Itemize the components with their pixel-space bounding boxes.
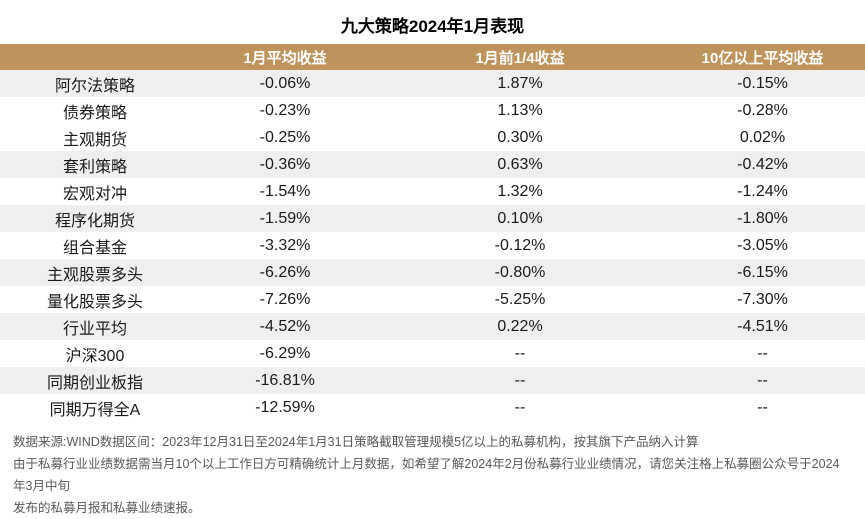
value-cell: 0.63% xyxy=(380,151,660,178)
table-row: 沪深300 -6.29% -- -- xyxy=(0,340,865,367)
value-cell: 0.22% xyxy=(380,313,660,340)
value-cell: -- xyxy=(757,344,768,362)
value-cell: -0.80% xyxy=(380,259,660,286)
strategy-name-cell: 行业平均 xyxy=(0,313,190,340)
value-cell: -- xyxy=(380,367,660,394)
value-cell: -1.24% xyxy=(737,182,788,200)
footnote: 数据来源:WIND数据区间：2023年12月31日至2024年1月31日策略截取… xyxy=(0,421,865,519)
value-cell: -0.15% xyxy=(660,70,865,97)
strategy-name-cell: 套利策略 xyxy=(0,151,190,178)
strategy-name-cell: 同期万得全A xyxy=(49,401,141,419)
table-body: 阿尔法策略 -0.06% 1.87% -0.15% 债券策略 -0.23% 1.13% -0.… xyxy=(0,70,865,421)
value-cell: -12.59% xyxy=(255,398,315,416)
strategy-name-cell: 同期创业板指 xyxy=(0,367,190,394)
value-cell: -6.15% xyxy=(660,259,865,286)
value-cell: -- xyxy=(660,367,865,394)
value-cell: -- xyxy=(757,398,768,416)
value-cell: -7.26% xyxy=(259,290,311,308)
strategy-name-cell: 程序化期货 xyxy=(0,205,190,232)
value-cell: 0.02% xyxy=(739,128,786,146)
table-row: 债券策略 -0.23% 1.13% -0.28% xyxy=(0,97,865,124)
table-row: 同期万得全A -12.59% -- -- xyxy=(0,394,865,421)
value-cell: -3.32% xyxy=(259,236,311,254)
table-row: 套利策略 -0.36% 0.63% -0.42% xyxy=(0,151,865,178)
footnote-line-3: 发布的私募月报和私募业绩速报。 xyxy=(13,501,201,515)
table-row: 主观期货 -0.25% 0.30% 0.02% xyxy=(0,124,865,151)
strategy-name-cell: 阿尔法策略 xyxy=(0,70,190,97)
value-cell: -5.25% xyxy=(494,290,546,308)
strategy-name-cell: 主观期货 xyxy=(62,131,127,149)
value-cell: -- xyxy=(514,344,526,362)
column-header-strategy xyxy=(0,44,190,70)
strategy-name-cell: 量化股票多头 xyxy=(46,293,143,311)
value-cell: -4.52% xyxy=(190,313,380,340)
value-cell: 0.10% xyxy=(380,205,660,232)
value-cell: -16.81% xyxy=(190,367,380,394)
table-row: 行业平均 -4.52% 0.22% -4.51% xyxy=(0,313,865,340)
column-header-jan-avg-return: 1月平均收益 xyxy=(190,44,380,70)
value-cell: -0.25% xyxy=(259,128,311,146)
value-cell: -1.80% xyxy=(660,205,865,232)
table-row: 程序化期货 -1.59% 0.10% -1.80% xyxy=(0,205,865,232)
strategy-name-cell: 主观股票多头 xyxy=(0,259,190,286)
strategy-name-cell: 宏观对冲 xyxy=(62,185,127,203)
strategy-name-cell: 沪深300 xyxy=(65,347,125,365)
value-cell: -7.30% xyxy=(737,290,788,308)
table-header: 1月平均收益 1月前1/4收益 10亿以上平均收益 xyxy=(0,44,865,70)
value-cell: -3.05% xyxy=(737,236,788,254)
column-header-jan-top-quartile-return: 1月前1/4收益 xyxy=(380,44,660,70)
value-cell: -1.59% xyxy=(190,205,380,232)
table-row: 同期创业板指 -16.81% -- -- xyxy=(0,367,865,394)
table-row: 组合基金 -3.32% -0.12% -3.05% xyxy=(0,232,865,259)
table-row: 主观股票多头 -6.26% -0.80% -6.15% xyxy=(0,259,865,286)
value-cell: -- xyxy=(514,398,526,416)
value-cell: -1.54% xyxy=(259,182,311,200)
page-title: 九大策略2024年1月表现 xyxy=(340,17,525,36)
strategy-name-cell: 组合基金 xyxy=(62,239,127,257)
value-cell: 1.13% xyxy=(497,101,543,119)
value-cell: -0.23% xyxy=(259,101,311,119)
value-cell: -0.12% xyxy=(494,236,546,254)
strategy-performance-table: 1月平均收益 1月前1/4收益 10亿以上平均收益 阿尔法策略 -0.06% 1.8… xyxy=(0,44,865,421)
table-header-row: 1月平均收益 1月前1/4收益 10亿以上平均收益 xyxy=(0,44,865,70)
value-cell: -0.36% xyxy=(190,151,380,178)
footnote-line-1: 数据来源:WIND数据区间：2023年12月31日至2024年1月31日策略截取… xyxy=(13,435,699,449)
strategy-name-cell: 债券策略 xyxy=(62,104,127,122)
value-cell: -6.29% xyxy=(259,344,311,362)
column-header-over-1b-avg-return: 10亿以上平均收益 xyxy=(660,44,865,70)
table-row: 宏观对冲 -1.54% 1.32% -1.24% xyxy=(0,178,865,205)
value-cell: -0.28% xyxy=(737,101,788,119)
footnote-line-2: 由于私募行业业绩数据需当月10个以上工作日方可精确统计上月数据，如希望了解202… xyxy=(13,457,840,493)
table-row: 阿尔法策略 -0.06% 1.87% -0.15% xyxy=(0,70,865,97)
value-cell: -0.42% xyxy=(660,151,865,178)
value-cell: -4.51% xyxy=(660,313,865,340)
value-cell: -6.26% xyxy=(190,259,380,286)
table-row: 量化股票多头 -7.26% -5.25% -7.30% xyxy=(0,286,865,313)
value-cell: 1.32% xyxy=(497,182,543,200)
value-cell: 0.30% xyxy=(497,128,543,146)
value-cell: 1.87% xyxy=(380,70,660,97)
value-cell: -0.06% xyxy=(190,70,380,97)
